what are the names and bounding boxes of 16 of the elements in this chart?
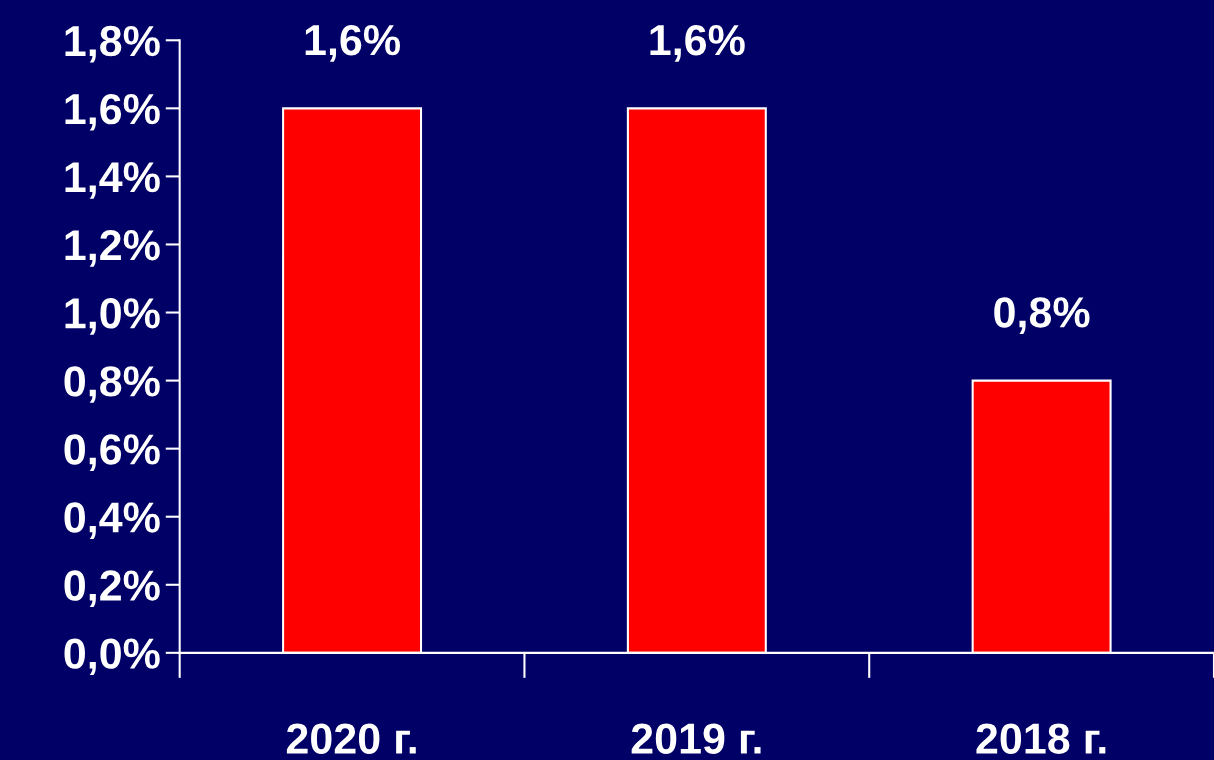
y-tick-label: 0,6% [64, 434, 160, 471]
y-tick-label: 1,4% [65, 162, 160, 199]
data-label: 1,6% [305, 24, 400, 62]
y-tick-label: 0,2% [64, 570, 160, 608]
y-tick-label: 1,8% [65, 25, 160, 63]
y-tick-label: 1,2% [65, 230, 160, 267]
x-tick-label: 2018 г. [976, 723, 1106, 754]
y-tick-label: 0,4% [64, 502, 160, 539]
y-tick-label: 1,6% [65, 93, 160, 131]
y-tick-label: 0,0% [64, 638, 160, 676]
y-tick-label: 1,0% [65, 298, 160, 335]
y-tick-label: 0,8% [64, 366, 160, 403]
data-label: 1,6% [650, 24, 745, 62]
x-tick-label: 2019 г. [631, 723, 761, 754]
data-label: 0,8% [994, 297, 1090, 334]
x-tick-label: 2020 г. [286, 723, 416, 754]
